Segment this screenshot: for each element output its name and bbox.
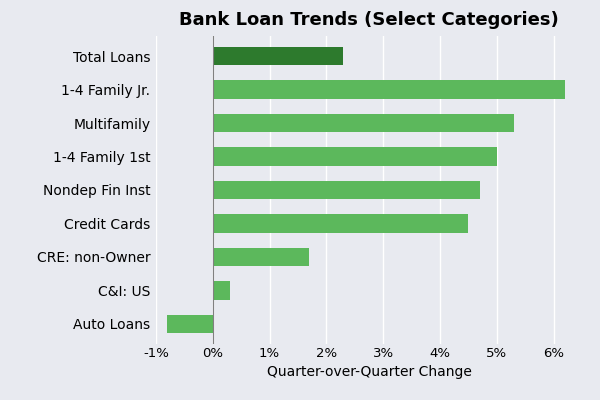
Bar bbox=[213, 114, 514, 132]
Bar bbox=[213, 80, 565, 99]
Bar bbox=[213, 281, 230, 300]
Bar bbox=[213, 147, 497, 166]
Bar bbox=[213, 214, 469, 233]
X-axis label: Quarter-over-Quarter Change: Quarter-over-Quarter Change bbox=[266, 365, 472, 379]
Bar bbox=[213, 47, 343, 65]
Bar bbox=[213, 181, 480, 199]
Bar bbox=[167, 315, 213, 333]
Bar bbox=[213, 248, 310, 266]
Title: Bank Loan Trends (Select Categories): Bank Loan Trends (Select Categories) bbox=[179, 11, 559, 29]
